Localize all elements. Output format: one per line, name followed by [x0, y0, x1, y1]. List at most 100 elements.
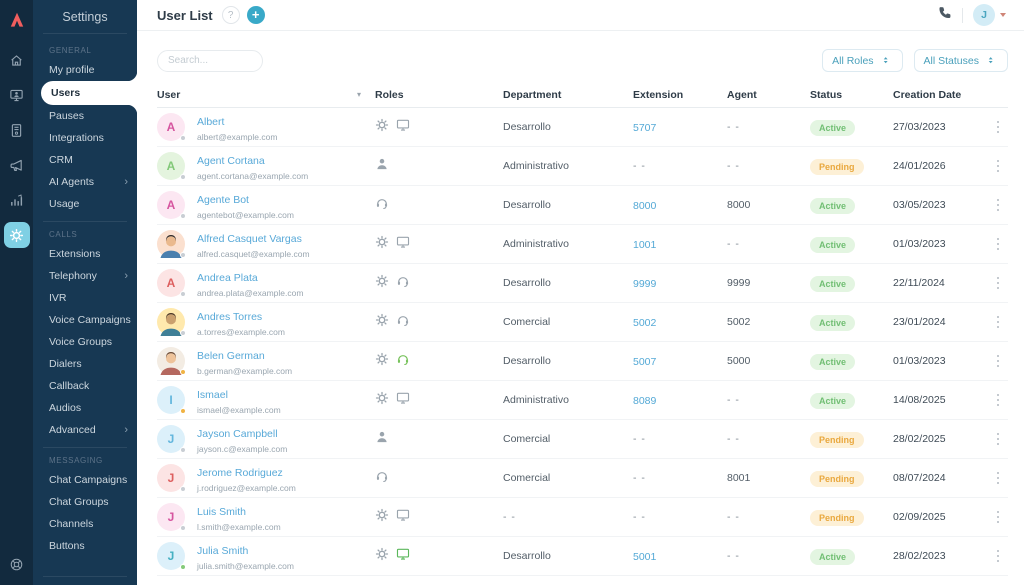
account-menu[interactable]: J [973, 4, 1006, 26]
table-row[interactable]: A Agent Cortana agent.cortana@example.com… [157, 147, 1008, 186]
extension-link[interactable]: 1001 [633, 239, 657, 251]
user-cell: Belen German b.german@example.com [157, 346, 375, 376]
table-row[interactable]: Belen German b.german@example.com Desarro… [157, 342, 1008, 381]
user-name-link[interactable]: Andrea Plata [197, 272, 258, 284]
extension-link[interactable]: 5707 [633, 122, 657, 134]
sidebar-item-usage[interactable]: Usage [33, 193, 137, 215]
sidebar-item-voice-groups[interactable]: Voice Groups [33, 331, 137, 353]
roles-cell [375, 547, 503, 566]
extension-link[interactable]: 8089 [633, 395, 657, 407]
row-actions-kebab-icon[interactable] [988, 186, 1008, 224]
gear-role-icon [375, 391, 389, 410]
sidebar-item-telephony[interactable]: Telephony › [33, 265, 137, 287]
sidebar-item-ai-agents[interactable]: AI Agents › [33, 171, 137, 193]
table-row[interactable]: Alfred Casquet Vargas alfred.casquet@exa… [157, 225, 1008, 264]
sidebar-item-channels[interactable]: Channels [33, 513, 137, 535]
agent-cell: - - [727, 511, 740, 523]
column-header-user[interactable]: User ▾ [157, 88, 361, 101]
table-row[interactable]: J Luis Smith l.smith@example.com - - - - - -… [157, 498, 1008, 537]
help-button[interactable]: ? [221, 6, 240, 24]
sidebar-item-label: Callback [49, 380, 90, 392]
row-actions-kebab-icon[interactable] [988, 459, 1008, 497]
section-label: MESSAGING [49, 456, 103, 465]
desktop-user-icon[interactable] [4, 82, 30, 108]
sidebar-item-users[interactable]: Users [41, 71, 137, 115]
extension-link[interactable]: 9999 [633, 278, 657, 290]
user-name-link[interactable]: Alfred Casquet Vargas [197, 233, 302, 245]
row-actions-kebab-icon[interactable] [988, 537, 1008, 575]
row-actions-kebab-icon[interactable] [988, 225, 1008, 263]
search-input[interactable] [157, 49, 263, 72]
user-name-link[interactable]: Jerome Rodriguez [197, 467, 283, 479]
table-row[interactable]: A Albert albert@example.com Desarrollo 5707… [157, 108, 1008, 147]
extension-link[interactable]: 8000 [633, 200, 657, 212]
row-actions-kebab-icon[interactable] [988, 381, 1008, 419]
status-cell: Active [810, 313, 893, 331]
row-actions-kebab-icon[interactable] [988, 108, 1008, 146]
presence-dot [180, 252, 186, 258]
sidebar-item-crm[interactable]: CRM [33, 149, 137, 171]
user-name-link[interactable]: Belen German [197, 350, 265, 362]
row-actions-kebab-icon[interactable] [988, 420, 1008, 458]
table-row[interactable]: A Agente Bot agentebot@example.com Desarro… [157, 186, 1008, 225]
headset-role-icon [396, 313, 410, 332]
table-row[interactable]: J Julia Smith julia.smith@example.com Desa… [157, 537, 1008, 576]
user-name-link[interactable]: Agente Bot [197, 194, 249, 206]
row-actions-kebab-icon[interactable] [988, 498, 1008, 536]
filter-all-statuses[interactable]: All Statuses [913, 49, 1008, 72]
bar-chart-icon[interactable] [4, 187, 30, 213]
extension-link[interactable]: 5007 [633, 356, 657, 368]
sidebar-item-audios[interactable]: Audios [33, 397, 137, 419]
user-name-link[interactable]: Jayson Campbell [197, 428, 278, 440]
row-actions-kebab-icon[interactable] [988, 342, 1008, 380]
extension-cell: - - [633, 160, 646, 172]
sidebar-item-callback[interactable]: Callback [33, 375, 137, 397]
creation-date-cell: 28/02/2025 [893, 433, 946, 445]
table-row[interactable]: Andres Torres a.torres@example.com Comerc… [157, 303, 1008, 342]
home-icon[interactable] [4, 47, 30, 73]
row-actions-kebab-icon[interactable] [988, 303, 1008, 341]
presence-dot [180, 213, 186, 219]
sidebar-item-extensions[interactable]: Extensions [33, 243, 137, 265]
sidebar-item-integrations[interactable]: Integrations [33, 127, 137, 149]
agent-cell: 8001 [727, 472, 751, 484]
document-icon[interactable] [4, 117, 30, 143]
sidebar-item-voice-campaigns[interactable]: Voice Campaigns [33, 309, 137, 331]
sidebar-item-chat-groups[interactable]: Chat Groups [33, 491, 137, 513]
row-actions-kebab-icon[interactable] [988, 147, 1008, 185]
sidebar-item-pauses[interactable]: Pauses [33, 105, 137, 127]
extension-link[interactable]: 5001 [633, 551, 657, 563]
user-name-link[interactable]: Agent Cortana [197, 155, 265, 167]
phone-icon[interactable] [937, 5, 952, 25]
filter-all-roles[interactable]: All Roles [822, 49, 903, 72]
agent-cell: - - [727, 433, 740, 445]
user-name-link[interactable]: Luis Smith [197, 506, 247, 518]
roles-cell [375, 235, 503, 254]
user-name-link[interactable]: Andres Torres [197, 311, 263, 323]
table-row[interactable]: J Jayson Campbell jayson.c@example.com Com… [157, 420, 1008, 459]
add-user-button[interactable]: + [246, 6, 265, 24]
gear-icon[interactable] [3, 222, 30, 248]
extension-link[interactable]: 5002 [633, 317, 657, 329]
extension-cell: 5002 [633, 313, 727, 331]
roles-cell [375, 196, 503, 215]
sidebar-item-my-profile[interactable]: My profile [33, 59, 137, 81]
table-row[interactable]: A Andrea Plata andrea.plata@example.com De… [157, 264, 1008, 303]
life-buoy-icon[interactable] [4, 551, 30, 577]
extension-cell: 5007 [633, 352, 727, 370]
table-row[interactable]: I Ismael ismael@example.com Administrativo… [157, 381, 1008, 420]
sidebar-item-dialers[interactable]: Dialers [33, 353, 137, 375]
table-row[interactable]: J Jerome Rodriguez j.rodriguez@example.co… [157, 459, 1008, 498]
user-name-link[interactable]: Ismael [197, 389, 228, 401]
sidebar-item-chat-campaigns[interactable]: Chat Campaigns [33, 469, 137, 491]
row-actions-kebab-icon[interactable] [988, 264, 1008, 302]
extension-cell: 8089 [633, 391, 727, 409]
megaphone-icon[interactable] [4, 152, 30, 178]
user-name-link[interactable]: Albert [197, 116, 225, 128]
sidebar-item-ivr[interactable]: IVR [33, 287, 137, 309]
user-name-link[interactable]: Julia Smith [197, 545, 249, 557]
sidebar-item-buttons[interactable]: Buttons [33, 535, 137, 557]
sidebar-item-label: CRM [49, 154, 73, 166]
gear-role-icon [375, 118, 389, 137]
sidebar-item-advanced[interactable]: Advanced › [33, 419, 137, 441]
